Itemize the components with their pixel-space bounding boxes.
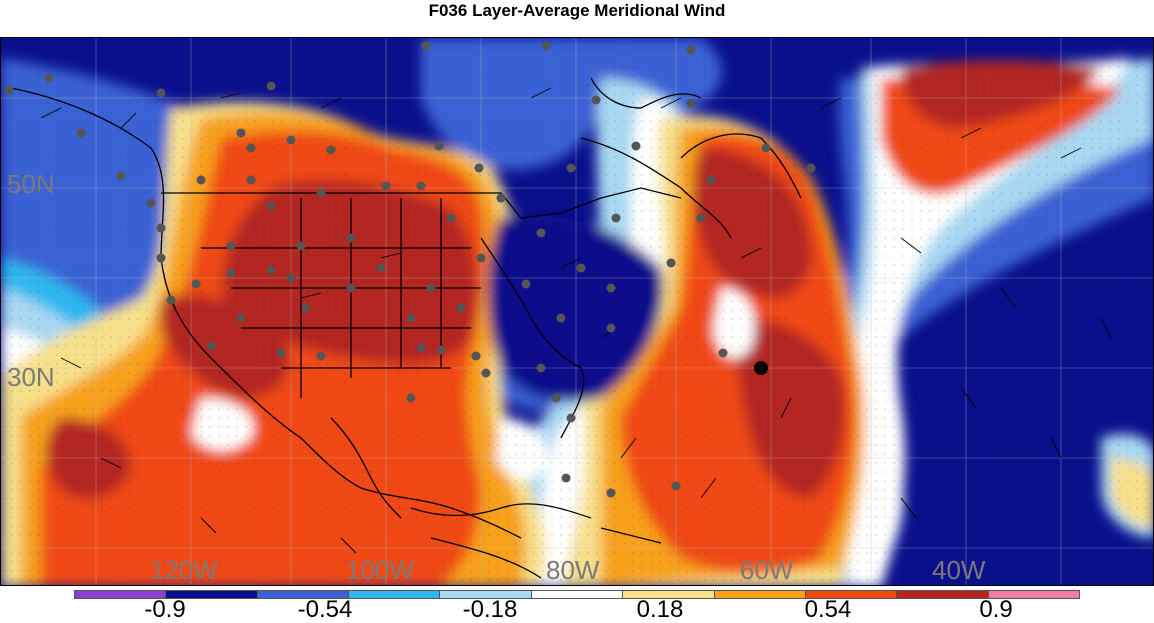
lon-label-120w: 120W: [150, 555, 218, 585]
colorbar-segment-0: [75, 591, 167, 598]
lon-label-40w: 40W: [932, 555, 986, 585]
colorbar-label: -0.54: [297, 596, 353, 623]
stipple-overlay: [1, 38, 1153, 585]
colorbar-segment-7: [714, 591, 806, 598]
lat-label-50n: 50N: [7, 169, 55, 199]
meridional-wind-field: [1, 38, 1153, 585]
highlighted-station-dot: [754, 361, 768, 375]
colorbar-segment-6: [623, 591, 715, 598]
colorbar-segment-10: [988, 591, 1079, 598]
colorbar-label: -0.18: [462, 596, 518, 623]
lat-label-30n: 30N: [7, 362, 55, 392]
station-dots: [4, 41, 816, 498]
wind-barbs: [40, 87, 1112, 554]
map-panel: 50N 30N: [0, 37, 1154, 586]
colorbar-segment-1: [166, 591, 258, 598]
lon-label-100w: 100W: [346, 555, 414, 585]
colorbar-segment-5: [531, 591, 624, 598]
lon-label-80w: 80W: [546, 555, 600, 585]
colorbar-segment-4: [440, 591, 532, 598]
colorbar-label: 0.9: [979, 596, 1013, 623]
colorbar-segment-2: [257, 591, 350, 598]
lon-label-60w: 60W: [740, 555, 794, 585]
colorbar-segment-8: [805, 591, 898, 598]
colorbar: [74, 590, 1080, 599]
colorbar-segment-3: [349, 591, 441, 598]
graticule: [1, 38, 1153, 585]
colorbar-label: 0.54: [804, 596, 852, 623]
colorbar-label: -0.9: [144, 596, 186, 623]
colorbar-label: 0.18: [636, 596, 684, 623]
colorbar-segment-9: [897, 591, 989, 598]
map-title: F036 Layer-Average Meridional Wind: [428, 1, 726, 20]
coastlines-and-borders: [10, 77, 802, 579]
